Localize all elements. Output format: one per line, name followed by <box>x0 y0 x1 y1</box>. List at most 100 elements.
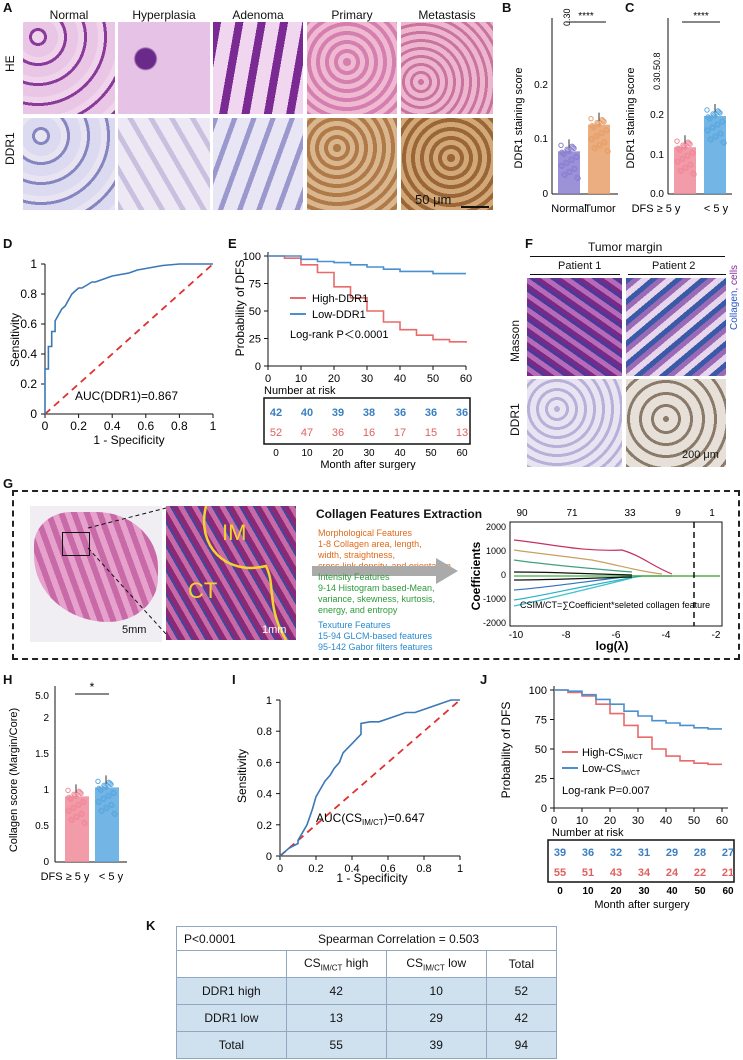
k-row-label: DDR1 low <box>176 1004 287 1032</box>
k-row-ddr1-high: DDR1 high 42 10 52 <box>176 977 558 1005</box>
col-normal: Normal <box>49 8 89 22</box>
c-ytick-3: 0.30.50.8 <box>652 52 662 90</box>
c-point <box>707 136 713 142</box>
c-point <box>715 122 721 128</box>
g-intensity-title: Intensity Features <box>318 572 390 582</box>
j-legend-low: Low-CSIM/CT <box>582 763 641 777</box>
c-xtick-0: DFS ≥ 5 y <box>632 203 681 215</box>
k-header-row: CSIM/CT high CSIM/CT low Total <box>176 950 558 978</box>
b-ylabel: DDR1 staining score <box>513 68 525 169</box>
f-scale-bar: 200 μm <box>682 449 719 461</box>
b-point <box>563 159 569 166</box>
h-point <box>101 782 107 789</box>
c-point <box>685 153 691 159</box>
b-point <box>562 172 568 179</box>
b-point <box>569 143 575 150</box>
e-risk-low-3: 38 <box>363 407 375 419</box>
i-xticks-2: 0.4 <box>344 863 359 875</box>
chart-i: Sensitivity 0 0.2 0.4 0.6 0.8 1 0 0.2 0.4 0.6 0.8… <box>235 695 463 885</box>
e-risk-low-5: 36 <box>425 407 437 419</box>
e-ytick-0: 0 <box>255 361 261 373</box>
b-point <box>589 122 595 129</box>
e-risk-low-1: 40 <box>301 407 313 419</box>
panel-label-a: A <box>3 0 13 15</box>
d-yticks-4: 0.8 <box>20 287 37 301</box>
i-yticks-5: 1 <box>266 695 272 707</box>
h-ytick-0: 0 <box>43 857 49 868</box>
g-region-im: IM <box>222 520 247 545</box>
k-header-high-cs: CS <box>303 955 321 970</box>
c-point <box>689 149 695 155</box>
h-xtick-0: DFS ≥ 5 y <box>41 871 90 883</box>
ddr1-adenoma-image <box>213 118 303 210</box>
d-xticks-2: 0.4 <box>104 419 121 433</box>
j-risk-xtick-3: 30 <box>638 886 650 897</box>
b-point <box>569 157 575 164</box>
g-lasso-top-ticks: 90 71 33 9 1 <box>516 508 715 519</box>
f-row-ddr1: DDR1 <box>508 403 522 436</box>
g-lasso-yticks: 2000 1000 0 -1000 -2000 <box>483 522 506 628</box>
k-row-total: Total 55 39 94 <box>176 1031 558 1059</box>
g-arrow-head <box>436 558 458 584</box>
e-risk-low-6: 36 <box>456 407 468 419</box>
h-ylabel: Collagen score (Margin/Core) <box>8 708 20 852</box>
b-point <box>591 144 597 151</box>
h-point <box>101 796 107 803</box>
panel-label-k: K <box>146 918 156 933</box>
g-morph-line-1: 1-8 Collagen area, length, <box>318 539 422 549</box>
i-auc-prefix: AUC(CS <box>316 811 362 825</box>
f-patient-2: Patient 2 <box>652 260 696 272</box>
f-masson-p2-image <box>626 278 726 376</box>
b-point <box>604 127 610 134</box>
b-point <box>590 123 596 130</box>
b-point <box>558 142 564 149</box>
e-xtick-2: 20 <box>328 373 340 385</box>
h-sig: * <box>90 680 95 694</box>
g-title: Collagen Features Extraction <box>316 507 483 521</box>
j-xtick-2: 20 <box>604 815 616 827</box>
panel-label-f: F <box>525 236 533 251</box>
e-risk-high: 52 47 36 16 17 15 13 <box>270 427 468 439</box>
g-zoom-boundary <box>202 506 288 640</box>
h-point <box>81 799 87 806</box>
i-auc-suffix: )=0.647 <box>384 811 425 825</box>
k-row-ddr1-low: DDR1 low 13 29 42 <box>176 1004 558 1032</box>
b-point <box>568 156 574 163</box>
k-cell: 29 <box>385 1004 487 1032</box>
g-arrow-shaft <box>312 566 438 576</box>
b-point <box>588 135 594 142</box>
j-risk-high-3: 34 <box>638 867 651 879</box>
c-point <box>688 162 694 168</box>
h-point <box>97 786 103 793</box>
b-point <box>599 116 605 123</box>
c-point <box>721 140 727 146</box>
b-point <box>564 146 570 153</box>
e-xtick-3: 30 <box>361 373 373 385</box>
j-ytick-2: 50 <box>535 744 547 756</box>
j-legend-low-name: Low-CS <box>582 763 621 775</box>
h-point <box>111 790 117 797</box>
i-xticks-1: 0.2 <box>308 863 323 875</box>
col-primary: Primary <box>331 8 373 22</box>
b-point <box>598 129 604 136</box>
j-risk-title: Number at risk <box>552 827 624 839</box>
h-point <box>82 820 88 827</box>
f-row-masson: Masson <box>508 319 522 362</box>
d-xticks-0: 0 <box>42 419 49 433</box>
d-xticks-5: 1 <box>210 419 217 433</box>
h-point <box>71 805 77 812</box>
ddr1-hyperplasia-image <box>118 118 210 210</box>
h-point <box>78 810 84 817</box>
g-intensity-block: Intensity Features 9-14 Histogram based-… <box>318 572 435 616</box>
h-point <box>106 793 112 800</box>
k-header-low-cs: CS <box>406 955 423 970</box>
c-point <box>691 171 697 177</box>
h-point <box>98 807 104 814</box>
j-legend-high-sub: IM/CT <box>624 754 644 761</box>
j-yticks: 0 25 50 75 100 <box>529 685 554 815</box>
e-legend-low: Low-DDR1 <box>312 309 366 321</box>
i-xticks-4: 0.8 <box>416 863 431 875</box>
h-ytick-1: 0.5 <box>35 821 49 832</box>
g-zoom-lines <box>87 507 167 635</box>
